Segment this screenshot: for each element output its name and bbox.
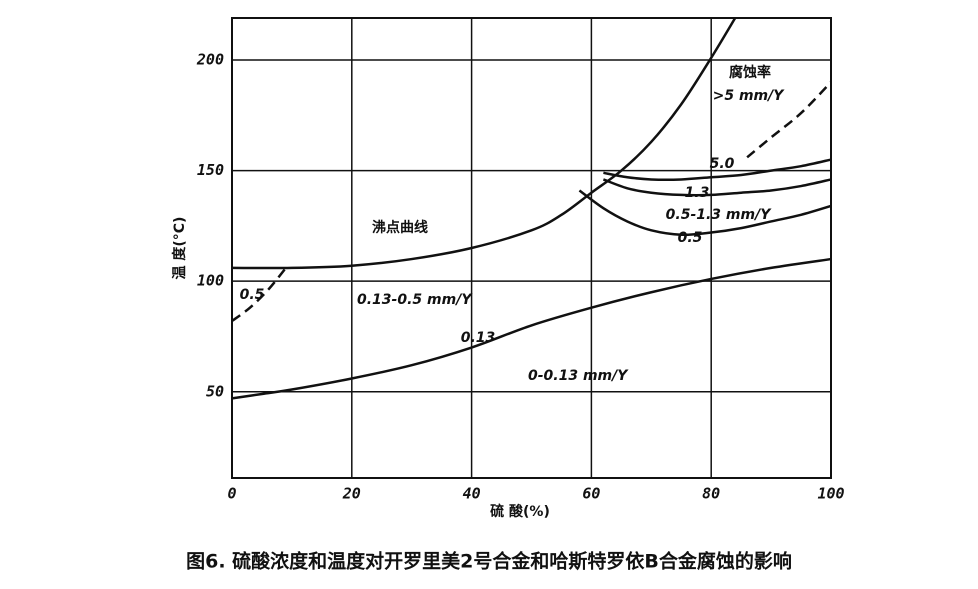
curve: [602, 178, 832, 197]
curve-label: 1.3: [685, 185, 710, 201]
y-tick-label: 50: [206, 382, 224, 400]
x-tick-label: 0: [227, 485, 236, 503]
x-tick-label: 40: [463, 485, 481, 503]
annotation: 0.13-0.5 mm/Y: [357, 292, 473, 308]
curve: [603, 158, 832, 181]
annotation: 0-0.13 mm/Y: [528, 368, 629, 384]
x-tick-label: 80: [702, 485, 720, 503]
x-tick-label: 100: [817, 485, 844, 503]
curve: [231, 17, 737, 270]
y-axis-label: 温 度(°C): [171, 217, 188, 280]
curve-label: 0.13: [461, 330, 496, 346]
curve: [231, 267, 287, 322]
y-tick-label: 100: [197, 272, 224, 290]
caption: 图6. 硫酸浓度和温度对开罗里美2号合金和哈斯特罗依B合金腐蚀的影响: [186, 550, 792, 573]
curve: [231, 257, 832, 400]
x-axis-label: 硫 酸(%): [490, 503, 550, 520]
y-tick-label: 150: [197, 161, 224, 179]
y-tick-label: 200: [196, 51, 224, 69]
curve: [578, 189, 832, 237]
annotation: 0.5-1.3 mm/Y: [666, 207, 773, 223]
x-tick-label: 60: [582, 485, 600, 503]
plot-frame: [231, 17, 832, 479]
curve-label: 0.5: [678, 230, 703, 246]
curve-label: 0.5: [240, 287, 265, 303]
curve-label: 沸点曲线: [372, 219, 428, 236]
curve: [746, 81, 832, 159]
annotation: >5 mm/Y: [713, 88, 786, 104]
x-tick-label: 20: [342, 485, 361, 503]
annotation: 腐蚀率: [729, 64, 771, 81]
curve-label: 5.0: [710, 156, 735, 172]
